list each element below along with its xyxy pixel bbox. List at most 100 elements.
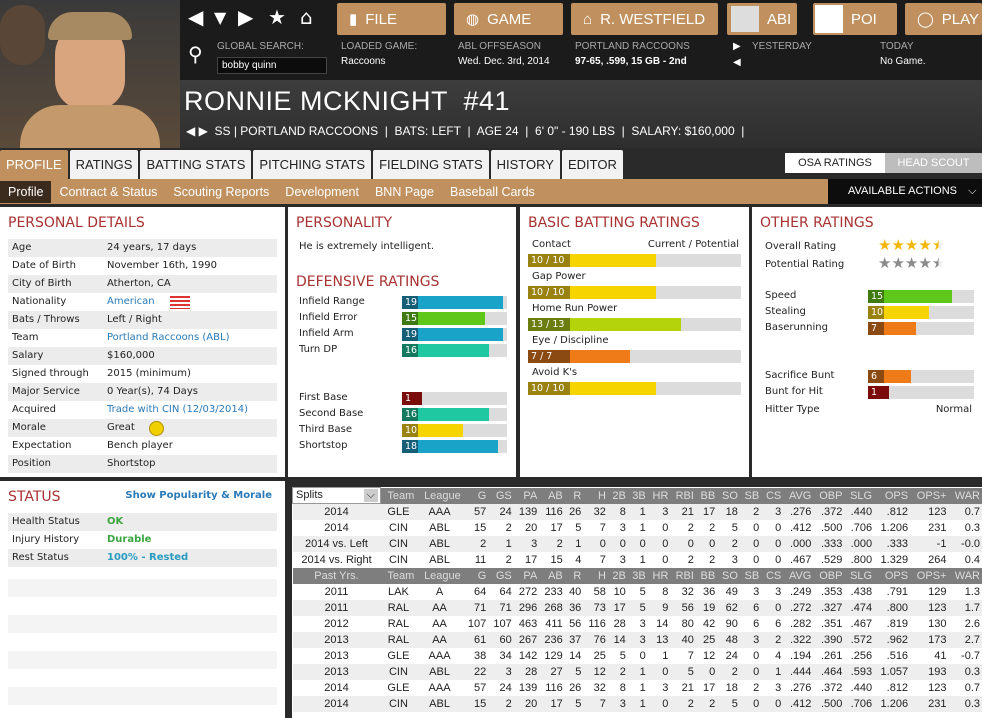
column-header[interactable]: G bbox=[462, 487, 489, 504]
global-search-input[interactable] bbox=[217, 57, 327, 74]
column-header[interactable]: R bbox=[564, 487, 584, 504]
splits-select[interactable]: Splits ⌵ bbox=[292, 487, 381, 504]
poi-team-button[interactable]: POI bbox=[813, 3, 897, 35]
tab-ratings[interactable]: RATINGS bbox=[69, 150, 139, 179]
head-scout-toggle[interactable]: HEAD SCOUT bbox=[885, 153, 982, 173]
column-header[interactable]: GS bbox=[488, 567, 514, 584]
column-header[interactable]: SB bbox=[739, 567, 762, 584]
back-icon[interactable]: ◀ bbox=[188, 5, 204, 29]
stat-cell: 15 bbox=[462, 695, 489, 712]
column-header[interactable]: HR bbox=[647, 487, 671, 504]
column-header[interactable]: AVG bbox=[783, 567, 814, 584]
stat-cell: .412 bbox=[783, 695, 814, 712]
column-header[interactable]: R bbox=[564, 567, 584, 584]
column-header[interactable]: PA bbox=[513, 487, 540, 504]
home-icon[interactable]: ⌂ bbox=[300, 5, 313, 29]
subnav-contract[interactable]: Contract & Status bbox=[59, 184, 158, 199]
stat-cell: CIN bbox=[380, 535, 417, 552]
prev-day-icon[interactable]: ◀ bbox=[733, 57, 741, 68]
column-header[interactable]: League bbox=[416, 567, 463, 584]
column-header[interactable]: BB bbox=[695, 487, 718, 504]
available-actions-button[interactable]: AVAILABLE ACTIONS ⌵ bbox=[828, 179, 982, 204]
column-header[interactable]: AB bbox=[539, 567, 565, 584]
column-header[interactable]: HR bbox=[647, 567, 671, 584]
column-header[interactable]: CS bbox=[761, 487, 784, 504]
column-header[interactable]: H bbox=[583, 567, 608, 584]
column-header[interactable]: BB bbox=[695, 567, 718, 584]
column-header[interactable]: 2B bbox=[607, 567, 628, 584]
column-header[interactable]: WAR bbox=[948, 567, 982, 584]
tab-fielding-stats[interactable]: FIELDING STATS bbox=[373, 150, 489, 179]
column-header[interactable]: RBI bbox=[670, 487, 696, 504]
next-day-icon[interactable]: ▶ bbox=[733, 41, 741, 52]
stat-cell: .440 bbox=[850, 681, 873, 694]
detail-label: Team bbox=[12, 332, 39, 343]
tab-batting-stats[interactable]: BATTING STATS bbox=[140, 150, 252, 179]
column-header[interactable]: AB bbox=[539, 487, 565, 504]
tab-editor[interactable]: EDITOR bbox=[561, 150, 623, 179]
column-header[interactable]: WAR bbox=[948, 487, 982, 504]
dropdown-icon[interactable]: ▼ bbox=[214, 8, 227, 27]
column-header[interactable]: RBI bbox=[670, 567, 696, 584]
stat-cell: 26 bbox=[569, 681, 582, 694]
subnav-bnn[interactable]: BNN Page bbox=[374, 184, 435, 199]
stat-cell: 2 bbox=[505, 521, 512, 534]
stat-cell: 139 bbox=[513, 503, 540, 520]
column-header[interactable]: OPS+ bbox=[910, 487, 949, 504]
osa-ratings-toggle[interactable]: OSA RATINGS bbox=[785, 153, 885, 173]
subnav-scouting[interactable]: Scouting Reports bbox=[173, 184, 270, 199]
column-header[interactable]: OBP bbox=[813, 567, 845, 584]
star-icon[interactable]: ★ bbox=[268, 5, 286, 29]
column-header[interactable]: OPS bbox=[874, 487, 911, 504]
column-header[interactable]: 3B bbox=[627, 487, 648, 504]
column-header[interactable]: SO bbox=[717, 567, 740, 584]
column-header[interactable]: GS bbox=[488, 487, 514, 504]
column-header[interactable]: CS bbox=[761, 567, 784, 584]
subnav-profile[interactable]: Profile bbox=[0, 180, 52, 203]
status-row: Injury History Durable bbox=[8, 531, 277, 549]
column-header[interactable]: SB bbox=[739, 487, 762, 504]
stat-cell: 41 bbox=[934, 649, 947, 662]
tab-pitching-stats[interactable]: PITCHING STATS bbox=[253, 150, 372, 179]
subnav-cards[interactable]: Baseball Cards bbox=[450, 184, 535, 199]
column-header[interactable]: Team bbox=[380, 487, 417, 504]
stat-cell: 1.3 bbox=[964, 585, 980, 598]
column-header[interactable]: SO bbox=[717, 487, 740, 504]
stat-cell: 107 bbox=[493, 617, 512, 630]
detail-value[interactable]: Portland Raccoons (ABL) bbox=[107, 332, 230, 343]
play-button[interactable]: ◯ PLAY bbox=[905, 3, 982, 35]
tab-history[interactable]: HISTORY bbox=[490, 150, 560, 179]
tab-profile[interactable]: PROFILE bbox=[0, 150, 68, 179]
column-header[interactable]: G bbox=[462, 567, 489, 584]
column-header[interactable]: OBP bbox=[813, 487, 845, 504]
stat-cell: 40 bbox=[670, 631, 696, 648]
prev-player-icon[interactable]: ◀ bbox=[186, 124, 196, 138]
column-header[interactable]: 3B bbox=[627, 567, 648, 584]
column-header[interactable]: 2B bbox=[607, 487, 628, 504]
column-header[interactable]: SLG bbox=[844, 567, 875, 584]
manager-button[interactable]: ⌂ R. WESTFIELD bbox=[571, 3, 718, 35]
detail-label: City of Birth bbox=[12, 278, 72, 289]
column-header[interactable]: H bbox=[583, 487, 608, 504]
detail-value[interactable]: American bbox=[107, 296, 155, 307]
file-button[interactable]: ▮ FILE bbox=[337, 3, 446, 35]
column-header[interactable]: League bbox=[416, 487, 463, 504]
column-header[interactable]: PA bbox=[513, 567, 540, 584]
column-header[interactable]: OPS+ bbox=[910, 567, 949, 584]
stat-cell: 2.7 bbox=[948, 631, 982, 648]
show-popularity-link[interactable]: Show Popularity & Morale bbox=[125, 490, 272, 501]
column-header[interactable]: Team bbox=[380, 567, 417, 584]
column-header[interactable]: AVG bbox=[783, 487, 814, 504]
subnav-development[interactable]: Development bbox=[285, 184, 359, 199]
forward-icon[interactable]: ▶ bbox=[238, 5, 254, 29]
abi-team-button[interactable]: ABI bbox=[727, 3, 797, 35]
detail-value[interactable]: Trade with CIN (12/03/2014) bbox=[107, 404, 248, 415]
stat-cell: 1 bbox=[488, 535, 514, 552]
game-button[interactable]: ◍ GAME bbox=[454, 3, 563, 35]
next-player-icon[interactable]: ▶ bbox=[198, 124, 208, 138]
other-rating-label: Sacrifice Bunt bbox=[765, 370, 835, 381]
stat-cell: .467 bbox=[850, 617, 873, 630]
column-header[interactable]: OPS bbox=[874, 567, 911, 584]
stat-cell: 8 bbox=[607, 503, 628, 520]
column-header[interactable]: SLG bbox=[844, 487, 875, 504]
